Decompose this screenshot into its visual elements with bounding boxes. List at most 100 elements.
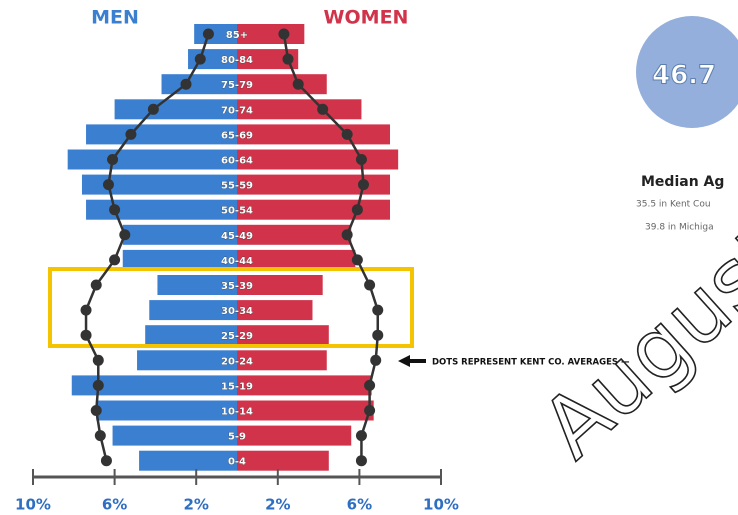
legend-label: MEN: [91, 7, 139, 29]
average-dot: [341, 229, 353, 241]
bar: [145, 325, 237, 346]
average-dot: [372, 304, 384, 316]
average-dot: [202, 28, 214, 40]
category-label: 0-4: [228, 457, 246, 468]
median-note: 35.5 in Kent Cou: [636, 200, 711, 210]
average-dot: [107, 154, 119, 165]
average-dot: [364, 405, 376, 416]
average-dot: [282, 53, 294, 65]
average-dot: [278, 28, 290, 40]
average-dot: [372, 329, 384, 341]
x-tick-label: 6%: [102, 496, 127, 514]
bar: [139, 450, 237, 471]
bar: [137, 350, 237, 371]
average-line: [84, 33, 210, 461]
bar: [122, 224, 237, 245]
average-dot: [355, 430, 367, 442]
category-label: 15-19: [221, 381, 253, 392]
average-dot: [194, 53, 206, 65]
legend-label: WOMEN: [324, 7, 409, 29]
category-label: 80-84: [221, 55, 253, 66]
bar: [237, 400, 374, 421]
bar: [149, 300, 237, 321]
average-dot: [92, 379, 104, 391]
bar: [237, 325, 329, 346]
bar: [86, 124, 237, 145]
average-dot: [351, 204, 363, 216]
average-dot: [364, 379, 376, 391]
category-label: 75-79: [221, 80, 253, 91]
average-dot: [357, 179, 369, 191]
x-tick-label: 10%: [423, 496, 459, 514]
average-dot: [125, 128, 137, 140]
category-label: 60-64: [221, 156, 253, 167]
median-note: 39.8 in Michiga: [645, 223, 714, 233]
bar: [237, 224, 352, 245]
average-dot: [80, 304, 92, 316]
average-line: [282, 33, 380, 461]
annotation: DOTS REPRESENT KENT CO. AVERAGES —: [432, 358, 630, 368]
bar: [194, 24, 237, 44]
bar: [237, 375, 372, 396]
average-dot: [317, 103, 329, 115]
average-dot: [370, 354, 382, 366]
average-dot: [180, 78, 192, 90]
bar: [122, 249, 237, 270]
bar: [114, 99, 237, 120]
category-label: 50-54: [221, 206, 253, 217]
median-circle: [636, 16, 738, 128]
average-dot: [147, 103, 159, 115]
category-label: 5-9: [228, 432, 246, 443]
x-tick-label: 2%: [265, 496, 290, 514]
bar: [237, 300, 313, 321]
average-dot: [355, 455, 367, 467]
average-dot: [90, 279, 102, 291]
average-dot: [109, 254, 121, 266]
median-label: Median Ag: [641, 174, 724, 190]
average-dot: [94, 430, 106, 442]
average-dot: [341, 128, 353, 140]
bar: [96, 400, 238, 421]
category-label: 25-29: [221, 331, 253, 342]
bar: [67, 149, 238, 170]
bar: [237, 99, 362, 120]
bar: [237, 174, 390, 195]
x-tick-label: 6%: [347, 496, 372, 514]
bar: [237, 124, 390, 145]
category-label: 55-59: [221, 181, 253, 192]
bar: [237, 199, 390, 220]
average-dot: [109, 204, 121, 216]
watermark: August: [523, 207, 738, 477]
bar: [237, 49, 299, 70]
category-label: 65-69: [221, 130, 253, 141]
bar: [237, 249, 356, 270]
category-label: 70-74: [221, 105, 253, 116]
bar: [112, 425, 237, 446]
average-dot: [355, 154, 367, 165]
annotation-arrow: [398, 355, 426, 367]
bar: [81, 174, 238, 195]
average-dot: [102, 179, 114, 191]
median-value: 46.7: [652, 61, 716, 91]
bar: [237, 24, 305, 44]
category-label: 35-39: [221, 281, 253, 292]
bar: [237, 450, 329, 471]
x-tick-label: 10%: [15, 496, 51, 514]
bar: [237, 275, 323, 295]
average-dot: [292, 78, 304, 90]
average-dot: [90, 405, 102, 416]
bar: [237, 149, 399, 170]
average-dot: [351, 254, 363, 266]
average-dot: [92, 354, 104, 366]
bar: [157, 275, 237, 295]
bar: [237, 350, 327, 371]
highlight-box: [48, 267, 414, 348]
average-dot: [80, 329, 92, 341]
average-dot: [100, 455, 112, 467]
x-tick-label: 2%: [183, 496, 208, 514]
category-label: 30-34: [221, 306, 253, 317]
category-label: 45-49: [221, 231, 253, 242]
category-label: 85+: [226, 30, 248, 41]
bar: [71, 375, 237, 396]
bar: [86, 199, 237, 220]
